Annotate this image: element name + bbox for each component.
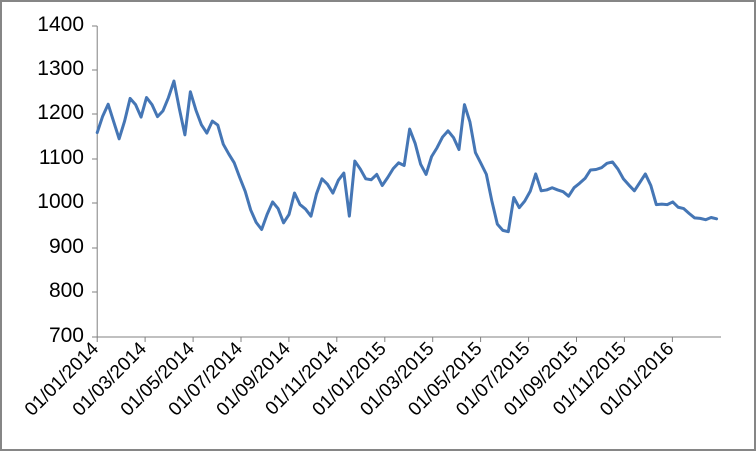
- svg-text:1300: 1300: [37, 57, 84, 80]
- svg-text:1200: 1200: [37, 101, 84, 124]
- svg-text:700: 700: [49, 324, 84, 347]
- svg-text:1400: 1400: [37, 13, 84, 36]
- svg-text:900: 900: [49, 235, 84, 258]
- svg-text:800: 800: [49, 279, 84, 302]
- svg-text:1100: 1100: [39, 146, 84, 169]
- svg-text:1000: 1000: [37, 190, 84, 213]
